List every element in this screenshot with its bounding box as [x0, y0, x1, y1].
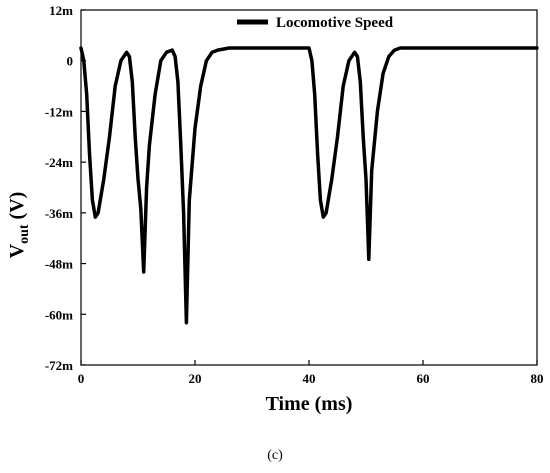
y-tick-label: -12m	[45, 104, 73, 119]
x-tick-label: 60	[417, 371, 430, 386]
y-tick-label: -36m	[45, 206, 73, 221]
y-tick-label: 12m	[49, 3, 73, 18]
y-tick-label: -24m	[45, 155, 73, 170]
x-axis-ticks: 0 20 40 60 80	[78, 360, 544, 386]
y-axis-ticks: 12m 0 -12m -24m -36m -48m -60m -72m	[45, 3, 86, 373]
x-tick-label: 40	[303, 371, 316, 386]
y-tick-label: -60m	[45, 307, 73, 322]
plot-frame	[80, 9, 538, 366]
legend: Locomotive Speed	[237, 15, 394, 31]
x-tick-label: 0	[78, 371, 85, 386]
y-tick-label: 0	[67, 54, 74, 69]
legend-label: Locomotive Speed	[276, 15, 394, 31]
y-tick-label: -48m	[45, 257, 73, 272]
plot-area	[80, 9, 538, 366]
y-axis-title-subscript: out	[17, 224, 32, 244]
y-axis-title: Vout (V)	[6, 192, 32, 259]
x-tick-label: 20	[189, 371, 202, 386]
line-chart: 0 20 40 60 80 12m 0 -12m -24m -36m -48m -60m -72m T…	[6, 3, 544, 415]
series-line	[79, 46, 539, 325]
figure-caption: (c)	[267, 448, 283, 463]
y-axis-title-unit: (V)	[6, 192, 28, 225]
x-axis-title: Time (ms)	[266, 393, 353, 415]
y-axis-title-main: V	[6, 243, 28, 258]
y-tick-label: -72m	[45, 358, 73, 373]
series-layer	[79, 46, 539, 325]
x-tick-label: 80	[531, 371, 544, 386]
